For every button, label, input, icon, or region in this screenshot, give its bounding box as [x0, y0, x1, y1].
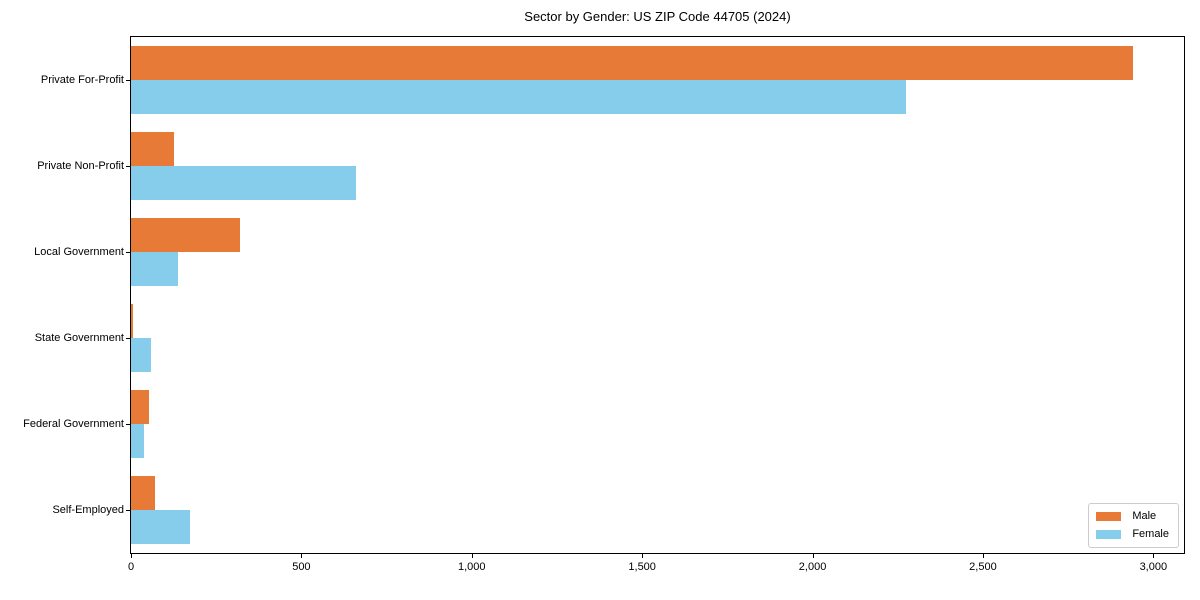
y-tick-mark	[126, 166, 130, 167]
legend-label: Female	[1132, 528, 1169, 540]
bar-male-self-employed	[131, 475, 155, 510]
x-tick-mark	[982, 554, 984, 558]
legend-swatch-male	[1096, 512, 1122, 521]
y-tick-label-self-employed: Self-Employed	[52, 504, 124, 516]
y-tick-label-local-government: Local Government	[34, 246, 124, 258]
x-tick-label: 0	[127, 561, 135, 573]
bar-male-private-for-profit	[131, 45, 1134, 80]
bar-female-private-non-profit	[131, 166, 356, 201]
x-tick-label: 2,000	[798, 561, 827, 573]
x-tick-mark	[812, 554, 814, 558]
y-tick-label-federal-government: Federal Government	[23, 418, 124, 430]
y-tick-label-private-for-profit: Private For-Profit	[40, 74, 124, 86]
bar-male-private-non-profit	[131, 131, 174, 166]
y-tick-mark	[126, 424, 130, 425]
legend-item-male: Male	[1096, 510, 1169, 523]
x-tick-label: 3,000	[1139, 561, 1168, 573]
x-tick-mark	[471, 554, 473, 558]
x-tick-mark	[301, 554, 303, 558]
y-tick-mark	[126, 338, 130, 339]
legend-swatch-female	[1096, 530, 1122, 539]
y-tick-mark	[126, 510, 130, 511]
legend-item-female: Female	[1096, 528, 1169, 541]
x-tick-label: 2,500	[969, 561, 997, 573]
x-tick-label: 500	[292, 561, 311, 573]
chart-title: Sector by Gender: US ZIP Code 44705 (202…	[524, 9, 791, 24]
bar-female-private-for-profit	[131, 80, 906, 115]
legend: Male Female	[1088, 503, 1179, 548]
bar-female-federal-government	[131, 424, 144, 459]
bar-female-local-government	[131, 252, 178, 287]
bar-male-local-government	[131, 217, 241, 252]
x-tick-mark	[642, 554, 644, 558]
bar-male-federal-government	[131, 389, 150, 424]
y-tick-label-state-government: State Government	[34, 332, 124, 344]
x-tick-mark	[1153, 554, 1155, 558]
plot-area: Male Female	[130, 36, 1185, 554]
bar-female-state-government	[131, 338, 152, 373]
x-tick-label: 1,000	[458, 561, 486, 573]
y-tick-label-private-non-profit: Private Non-Profit	[37, 160, 124, 172]
y-tick-mark	[126, 252, 130, 253]
y-tick-mark	[126, 80, 130, 81]
bar-male-state-government	[131, 303, 134, 338]
legend-label: Male	[1132, 510, 1157, 522]
x-tick-mark	[131, 554, 132, 558]
x-tick-label: 1,500	[628, 561, 656, 573]
bar-female-self-employed	[131, 510, 190, 545]
